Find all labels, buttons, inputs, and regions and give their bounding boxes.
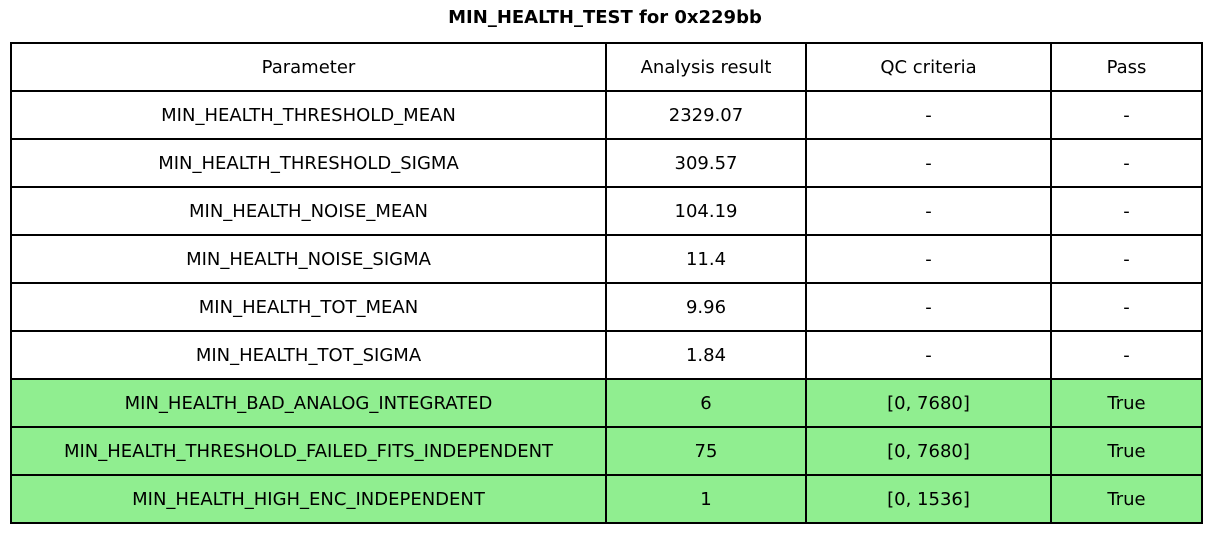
cell-qc-criteria: -	[805, 90, 1052, 140]
cell-parameter: MIN_HEALTH_TOT_MEAN	[10, 282, 607, 332]
cell-analysis-result: 1.84	[605, 330, 807, 380]
cell-qc-criteria: -	[805, 330, 1052, 380]
header-row: Parameter Analysis result QC criteria Pa…	[10, 42, 1203, 92]
cell-qc-criteria: [0, 7680]	[805, 426, 1052, 476]
table-row: MIN_HEALTH_NOISE_MEAN 104.19 - -	[10, 186, 1203, 236]
table-row: MIN_HEALTH_TOT_MEAN 9.96 - -	[10, 282, 1203, 332]
cell-qc-criteria: [0, 1536]	[805, 474, 1052, 524]
cell-qc-criteria: [0, 7680]	[805, 378, 1052, 428]
cell-pass: -	[1050, 186, 1203, 236]
cell-pass: -	[1050, 90, 1203, 140]
cell-analysis-result: 104.19	[605, 186, 807, 236]
cell-parameter: MIN_HEALTH_NOISE_SIGMA	[10, 234, 607, 284]
table-row: MIN_HEALTH_NOISE_SIGMA 11.4 - -	[10, 234, 1203, 284]
cell-analysis-result: 11.4	[605, 234, 807, 284]
cell-parameter: MIN_HEALTH_NOISE_MEAN	[10, 186, 607, 236]
cell-qc-criteria: -	[805, 282, 1052, 332]
cell-qc-criteria: -	[805, 234, 1052, 284]
table-row: MIN_HEALTH_THRESHOLD_MEAN 2329.07 - -	[10, 90, 1203, 140]
cell-parameter: MIN_HEALTH_TOT_SIGMA	[10, 330, 607, 380]
table-body: MIN_HEALTH_THRESHOLD_MEAN 2329.07 - - MI…	[10, 90, 1203, 524]
cell-parameter: MIN_HEALTH_HIGH_ENC_INDEPENDENT	[10, 474, 607, 524]
column-header-analysis-result: Analysis result	[605, 42, 807, 92]
page-title: MIN_HEALTH_TEST for 0x229bb	[448, 7, 762, 28]
cell-analysis-result: 2329.07	[605, 90, 807, 140]
table-row: MIN_HEALTH_HIGH_ENC_INDEPENDENT 1 [0, 15…	[10, 474, 1203, 524]
cell-parameter: MIN_HEALTH_THRESHOLD_MEAN	[10, 90, 607, 140]
cell-pass: -	[1050, 234, 1203, 284]
column-header-parameter: Parameter	[10, 42, 607, 92]
cell-parameter: MIN_HEALTH_THRESHOLD_SIGMA	[10, 138, 607, 188]
column-header-qc-criteria: QC criteria	[805, 42, 1052, 92]
cell-analysis-result: 9.96	[605, 282, 807, 332]
cell-parameter: MIN_HEALTH_BAD_ANALOG_INTEGRATED	[10, 378, 607, 428]
column-header-pass: Pass	[1050, 42, 1203, 92]
cell-analysis-result: 309.57	[605, 138, 807, 188]
cell-parameter: MIN_HEALTH_THRESHOLD_FAILED_FITS_INDEPEN…	[10, 426, 607, 476]
cell-pass: -	[1050, 282, 1203, 332]
cell-qc-criteria: -	[805, 138, 1052, 188]
cell-pass: -	[1050, 138, 1203, 188]
cell-pass: True	[1050, 378, 1203, 428]
table-header: Parameter Analysis result QC criteria Pa…	[10, 42, 1203, 92]
cell-qc-criteria: -	[805, 186, 1052, 236]
cell-pass: True	[1050, 474, 1203, 524]
cell-pass: True	[1050, 426, 1203, 476]
table-row: MIN_HEALTH_THRESHOLD_FAILED_FITS_INDEPEN…	[10, 426, 1203, 476]
cell-pass: -	[1050, 330, 1203, 380]
qc-results-table: Parameter Analysis result QC criteria Pa…	[10, 42, 1203, 524]
table-row: MIN_HEALTH_THRESHOLD_SIGMA 309.57 - -	[10, 138, 1203, 188]
cell-analysis-result: 75	[605, 426, 807, 476]
cell-analysis-result: 6	[605, 378, 807, 428]
cell-analysis-result: 1	[605, 474, 807, 524]
table-row: MIN_HEALTH_TOT_SIGMA 1.84 - -	[10, 330, 1203, 380]
table-row: MIN_HEALTH_BAD_ANALOG_INTEGRATED 6 [0, 7…	[10, 378, 1203, 428]
